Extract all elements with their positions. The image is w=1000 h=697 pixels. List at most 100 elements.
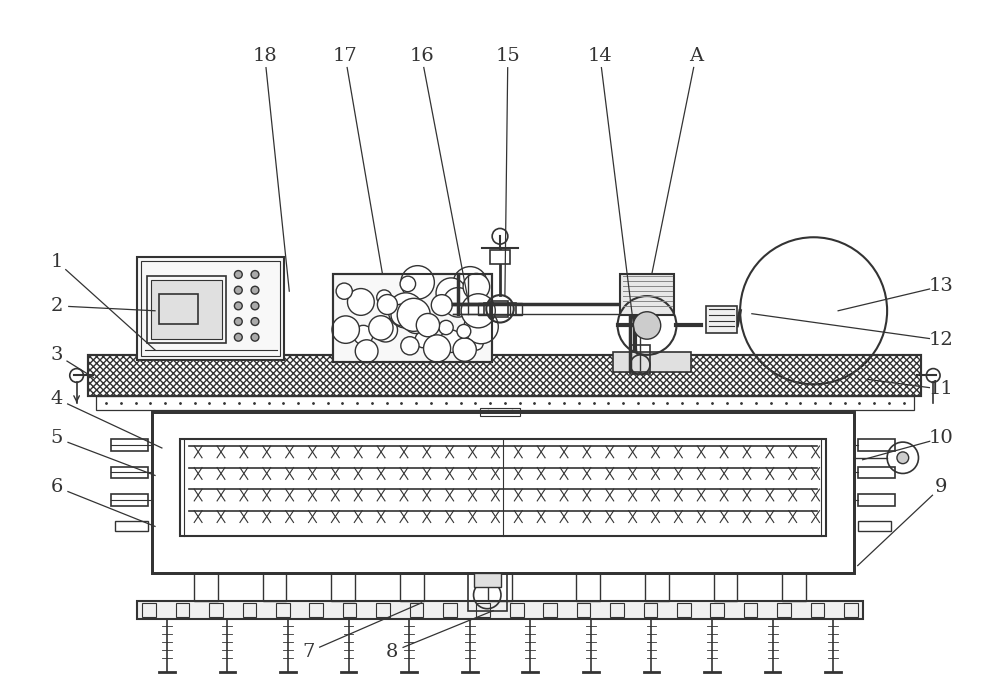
- Circle shape: [388, 293, 423, 328]
- Circle shape: [436, 278, 466, 308]
- Bar: [714, 574, 737, 601]
- Circle shape: [251, 270, 259, 278]
- Circle shape: [409, 304, 423, 319]
- Circle shape: [377, 295, 397, 314]
- Circle shape: [453, 338, 476, 361]
- Text: 14: 14: [588, 47, 612, 65]
- Bar: [333, 273, 492, 362]
- Bar: [510, 303, 522, 314]
- Bar: [613, 352, 691, 372]
- Bar: [331, 574, 355, 601]
- Circle shape: [469, 337, 483, 350]
- Bar: [111, 439, 148, 451]
- Bar: [263, 574, 286, 601]
- Circle shape: [424, 335, 451, 362]
- Bar: [576, 574, 600, 601]
- Text: 13: 13: [929, 277, 953, 296]
- Bar: [376, 603, 390, 617]
- Circle shape: [234, 286, 242, 294]
- Circle shape: [401, 337, 419, 355]
- Text: 6: 6: [51, 478, 63, 496]
- Circle shape: [439, 321, 453, 335]
- Bar: [706, 306, 737, 333]
- Bar: [744, 603, 757, 617]
- Bar: [811, 603, 824, 617]
- Text: 12: 12: [929, 331, 953, 349]
- Bar: [343, 603, 356, 617]
- Text: 8: 8: [386, 643, 398, 661]
- Bar: [159, 294, 198, 323]
- Bar: [777, 603, 791, 617]
- Bar: [858, 494, 895, 506]
- Bar: [400, 574, 424, 601]
- Bar: [782, 574, 806, 601]
- Bar: [88, 355, 921, 396]
- Bar: [88, 355, 921, 396]
- Text: 2: 2: [51, 297, 63, 315]
- Bar: [710, 603, 724, 617]
- Text: 11: 11: [929, 380, 953, 398]
- Bar: [209, 603, 223, 617]
- Circle shape: [234, 270, 242, 278]
- Circle shape: [404, 309, 428, 333]
- Bar: [194, 574, 218, 601]
- Text: 9: 9: [935, 478, 947, 496]
- Bar: [468, 574, 507, 611]
- Bar: [510, 603, 524, 617]
- Circle shape: [251, 333, 259, 341]
- Circle shape: [377, 290, 392, 305]
- Circle shape: [397, 298, 430, 331]
- Bar: [858, 521, 891, 531]
- Text: 5: 5: [51, 429, 63, 447]
- Text: 16: 16: [409, 47, 434, 65]
- Bar: [111, 494, 148, 506]
- Bar: [333, 273, 492, 362]
- Bar: [677, 603, 691, 617]
- Bar: [630, 345, 650, 374]
- Circle shape: [347, 289, 374, 315]
- Bar: [137, 257, 284, 360]
- Bar: [543, 603, 557, 617]
- Text: 1: 1: [51, 253, 63, 270]
- Circle shape: [897, 452, 909, 464]
- Circle shape: [354, 325, 373, 345]
- Circle shape: [431, 295, 452, 316]
- Bar: [111, 466, 148, 478]
- Circle shape: [457, 324, 471, 338]
- Bar: [474, 574, 501, 587]
- Circle shape: [633, 312, 661, 339]
- Circle shape: [464, 309, 498, 344]
- Text: 4: 4: [51, 390, 63, 408]
- Text: 15: 15: [495, 47, 520, 65]
- Circle shape: [251, 286, 259, 294]
- Bar: [577, 603, 590, 617]
- Bar: [490, 301, 508, 316]
- Text: 3: 3: [51, 346, 63, 364]
- Bar: [443, 603, 457, 617]
- Text: 17: 17: [333, 47, 358, 65]
- Bar: [490, 250, 510, 263]
- Text: 18: 18: [252, 47, 277, 65]
- Bar: [276, 603, 290, 617]
- Bar: [610, 603, 624, 617]
- Circle shape: [453, 267, 487, 301]
- Circle shape: [369, 316, 393, 340]
- Text: A: A: [689, 47, 703, 65]
- Bar: [141, 261, 280, 356]
- Bar: [142, 603, 156, 617]
- Bar: [476, 603, 490, 617]
- Circle shape: [463, 273, 490, 300]
- Bar: [152, 412, 854, 574]
- Circle shape: [234, 302, 242, 309]
- Circle shape: [415, 332, 431, 348]
- Circle shape: [400, 276, 416, 291]
- Bar: [480, 408, 520, 415]
- Circle shape: [234, 333, 242, 341]
- Bar: [844, 603, 858, 617]
- Bar: [478, 303, 490, 314]
- Bar: [858, 466, 895, 478]
- Circle shape: [251, 302, 259, 309]
- Circle shape: [251, 318, 259, 325]
- Bar: [152, 412, 854, 574]
- Circle shape: [234, 318, 242, 325]
